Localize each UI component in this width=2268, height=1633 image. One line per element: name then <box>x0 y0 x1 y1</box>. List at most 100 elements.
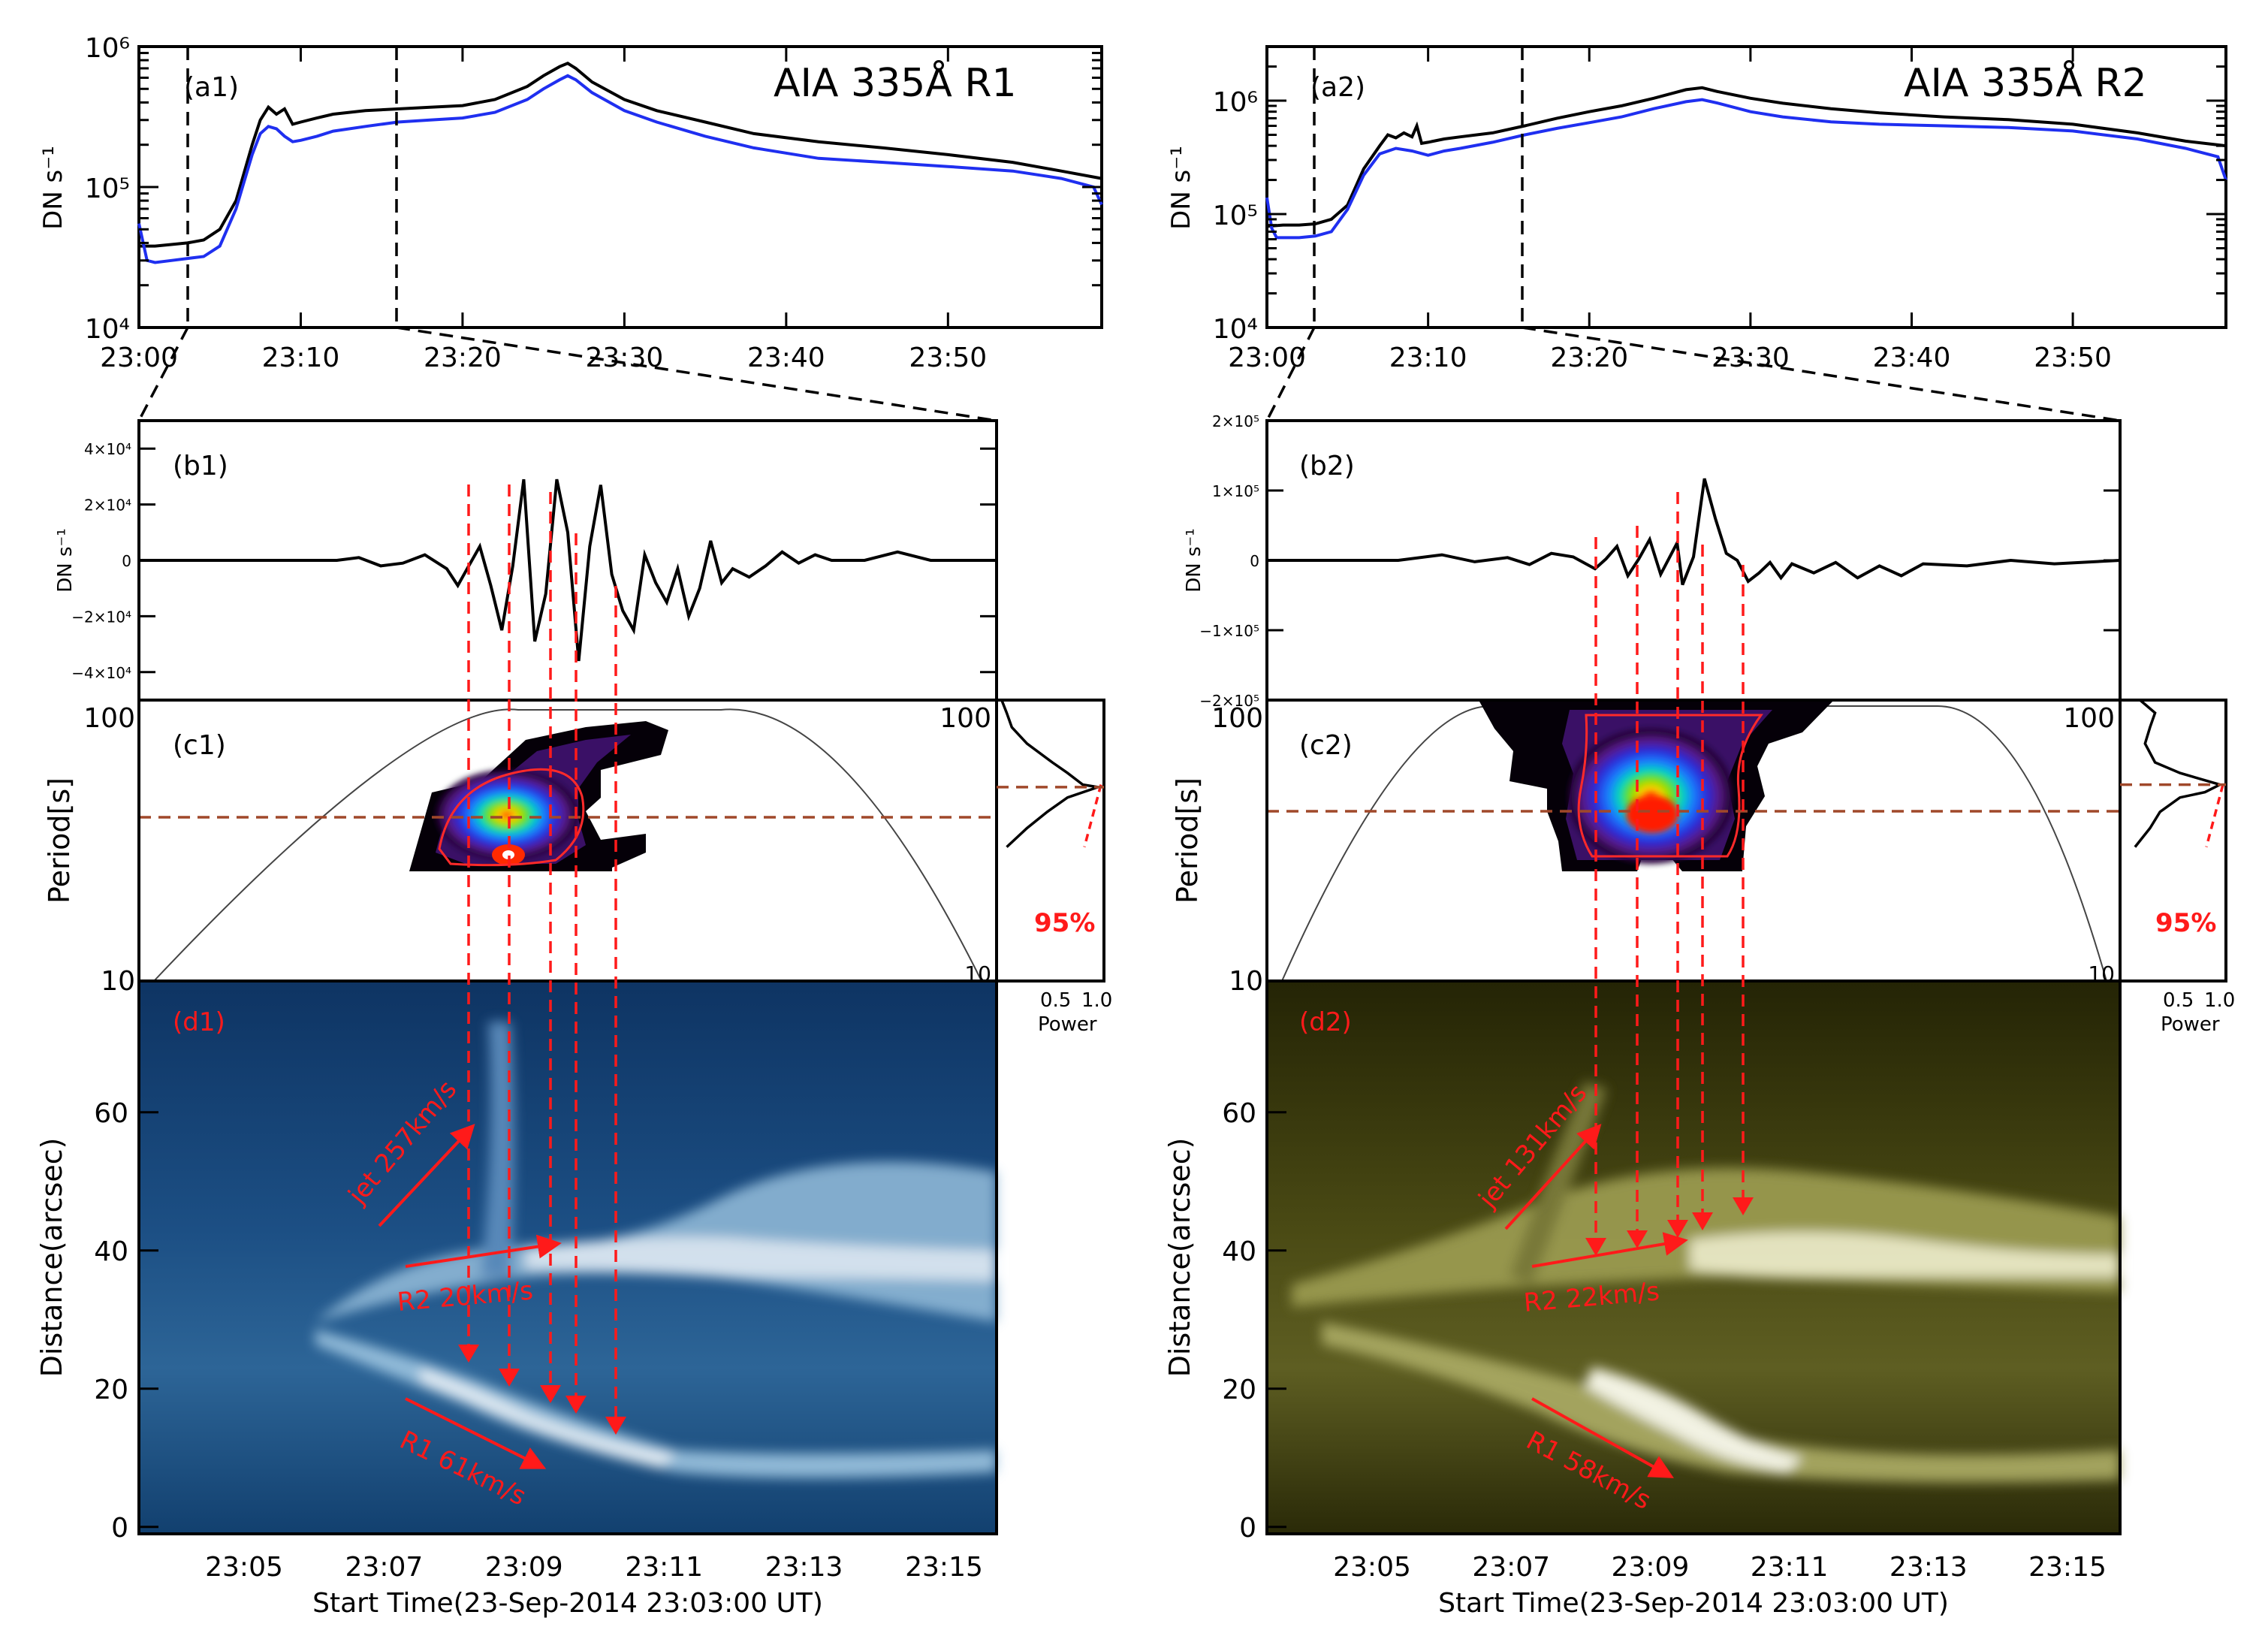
panel-a1-label: (a1) <box>184 72 239 103</box>
panel-c1-power-tick-0.5: 0.5 <box>1040 989 1071 1012</box>
panel-c1-ylabel: Period[s] <box>43 777 76 904</box>
panel-c1-significance: 95% <box>1034 908 1095 938</box>
a1-xtick-label: 23:50 <box>909 343 987 373</box>
panel-c1-wavelet: (c1) Period[s] 100 10 100 10 95% 0.5 1.0… <box>43 699 1112 1036</box>
panel-a2-label: (a2) <box>1310 72 1365 103</box>
panel-b2-label: (b2) <box>1299 451 1355 481</box>
d2-ytick-label: 0 <box>1239 1513 1256 1544</box>
panel-b2-yticks: 2×10⁵ 1×10⁵ 0 −1×10⁵ −2×10⁵ <box>1199 412 2120 710</box>
d1-ytick-label: 60 <box>94 1098 128 1129</box>
a1-xtick-label: 23:20 <box>424 343 502 373</box>
d1-ytick-label: 20 <box>94 1375 128 1405</box>
d1-xtick-label: 23:15 <box>905 1552 983 1583</box>
panel-d1-jet-arrow <box>378 1124 475 1227</box>
panel-a1-lightcurve: (a1) AIA 335Å R1 DN s⁻¹ 10⁴ 10⁵ 10⁶ 23:00 2… <box>38 33 1103 422</box>
panel-c2-global-power-frame <box>2119 699 2227 983</box>
panel-d1-r1-arrow <box>405 1397 547 1469</box>
panel-d2-jet-arrow <box>1504 1124 1602 1230</box>
a2-ytick-label: 10⁶ <box>1213 87 1258 118</box>
panel-c2-power-label: Power <box>2161 1013 2220 1036</box>
panel-b2-series <box>1267 478 2121 586</box>
arrowhead <box>1667 1220 1688 1238</box>
a2-xtick-label: 23:50 <box>2034 343 2112 373</box>
b2-ytick-label: 0 <box>1250 552 1259 570</box>
panel-d1-xlabel: Start Time(23-Sep-2014 23:03:00 UT) <box>312 1588 823 1619</box>
b1-ytick-label: 4×10⁴ <box>84 440 131 458</box>
panel-c2-ytick-10: 10 <box>1229 966 1263 997</box>
d1-xtick-label: 23:05 <box>205 1552 283 1583</box>
a2-black-curve <box>1266 86 2227 228</box>
panel-c1-power-map <box>409 721 668 871</box>
a2-xtick-label: 23:10 <box>1389 343 1467 373</box>
a1-xtick-label: 23:40 <box>747 343 825 373</box>
panel-a2-ylabel: DN s⁻¹ <box>1166 146 1196 230</box>
panel-a1-zoom-left <box>137 327 189 421</box>
panel-b1-yticks: 4×10⁴ 2×10⁴ 0 −2×10⁴ −4×10⁴ <box>71 440 997 682</box>
a2-ytick-label: 10⁴ <box>1213 314 1258 345</box>
right-guide-lines <box>1585 492 1754 1256</box>
arrowhead <box>565 1396 587 1414</box>
left-guide-lines <box>458 484 626 1435</box>
c2-gp-curve <box>2134 699 2224 848</box>
panel-d2-frame <box>1265 979 2122 1535</box>
b2-ytick-label: 2×10⁵ <box>1212 412 1259 430</box>
b2-curve <box>1267 478 2121 586</box>
panel-d2-ylabel: Distance(arcsec) <box>1163 1138 1196 1378</box>
d2-ytick-label: 20 <box>1222 1375 1256 1405</box>
panel-d1-frame <box>137 979 998 1535</box>
a2-xtick-label: 23:20 <box>1550 343 1628 373</box>
panel-d2-yticks: 0 20 40 60 <box>1222 1098 1286 1544</box>
panel-c1-power-label: Power <box>1038 1013 1097 1036</box>
b1-curve <box>139 478 997 662</box>
panel-c1-ytick-10: 10 <box>101 966 135 997</box>
panel-a2-zoom-right <box>1522 326 2121 422</box>
panel-b1-series <box>139 478 997 662</box>
b1-ytick-label: 2×10⁴ <box>84 497 131 515</box>
arrowhead <box>499 1369 520 1387</box>
panel-a1-zoom-right <box>396 326 997 422</box>
a2-blue-curve <box>1265 98 2227 240</box>
panel-a2-title: AIA 335Å R2 <box>1904 59 2147 106</box>
a1-ytick-label: 10⁵ <box>85 174 130 204</box>
a1-black-curve <box>139 62 1102 248</box>
d2-ytick-label: 40 <box>1222 1236 1256 1267</box>
arrowhead <box>1733 1197 1754 1215</box>
left-column: (a1) AIA 335Å R1 DN s⁻¹ 10⁴ 10⁵ 10⁶ 23:00 2… <box>35 33 1112 1619</box>
d2-xtick-label: 23:13 <box>1889 1552 1968 1583</box>
d2-xtick-label: 23:11 <box>1751 1552 1829 1583</box>
c2-gp-significance-curve <box>2205 784 2224 848</box>
c1-gp-curve <box>1000 699 1099 848</box>
panel-a2-yticks: 10⁴ 10⁵ 10⁶ <box>1213 45 2226 345</box>
d2-xtick-label: 23:15 <box>2028 1552 2107 1583</box>
b2-ytick-label: 1×10⁵ <box>1212 482 1259 500</box>
panel-c2-significance: 95% <box>2155 908 2216 938</box>
panel-c2-ylabel: Period[s] <box>1171 777 1204 904</box>
panel-c2-power-tick-0.5: 0.5 <box>2163 989 2194 1012</box>
panel-c1-ytick-100-inner: 100 <box>939 703 991 734</box>
panel-c1-power-tick-1.0: 1.0 <box>1081 989 1112 1012</box>
d1-ytick-label: 0 <box>111 1513 128 1544</box>
arrowhead <box>540 1385 561 1403</box>
d2-xtick-label: 23:05 <box>1333 1552 1411 1583</box>
panel-d1-xticks: 23:05 23:07 23:09 23:11 23:13 23:15 <box>205 1552 983 1583</box>
panel-a2-zoom-left <box>1265 327 1316 421</box>
a2-xtick-label: 23:40 <box>1873 343 1951 373</box>
panel-a2-series <box>1265 86 2227 240</box>
panel-c1-ytick-100: 100 <box>83 703 135 734</box>
b1-ytick-label: −2×10⁴ <box>71 608 131 626</box>
panel-a1-yticks: 10⁴ 10⁵ 10⁶ <box>85 33 1102 345</box>
arrowhead <box>605 1417 626 1435</box>
b1-ytick-label: −4×10⁴ <box>71 664 131 682</box>
d1-xtick-label: 23:11 <box>625 1552 703 1583</box>
panel-c1-global-power-series <box>997 699 1104 848</box>
d1-xtick-label: 23:09 <box>485 1552 563 1583</box>
panel-c1-cone-of-influence <box>153 708 982 982</box>
panel-d2-r1-arrow <box>1531 1397 1674 1478</box>
panel-b1-detrended: (b1) DN s⁻¹ 4×10⁴ 2×10⁴ 0 −2×10⁴ −4×10⁴ <box>54 419 998 702</box>
panel-d1-r2-arrow <box>405 1234 562 1268</box>
panel-d1-time-distance: (d1) Distance(arcsec) Start Time(23-Sep-… <box>35 979 998 1619</box>
panel-a2-frame <box>1265 45 2227 329</box>
